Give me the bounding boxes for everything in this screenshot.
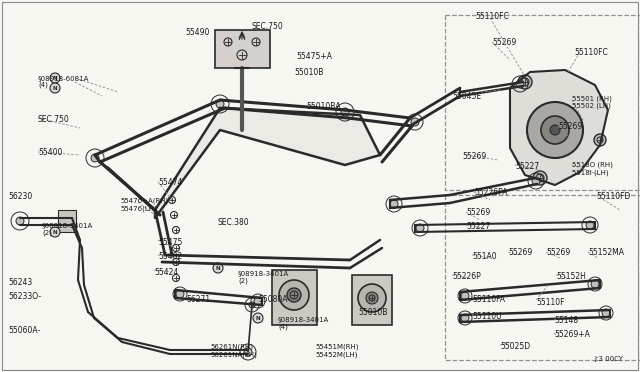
Circle shape [254, 297, 262, 305]
Text: 55269: 55269 [508, 248, 532, 257]
Circle shape [527, 102, 583, 158]
Bar [58, 210, 76, 232]
Circle shape [176, 290, 184, 298]
Circle shape [287, 288, 301, 302]
Text: 55080A-: 55080A- [258, 295, 290, 304]
Circle shape [216, 100, 224, 108]
Text: 56271: 56271 [186, 295, 210, 304]
Circle shape [411, 118, 419, 126]
Circle shape [249, 302, 255, 308]
Bar [445, 195, 640, 360]
Circle shape [213, 263, 223, 273]
Text: 55400: 55400 [38, 148, 62, 157]
Text: 55025D: 55025D [500, 342, 530, 351]
Text: 5518O (RH)
5518I (LH): 5518O (RH) 5518I (LH) [572, 162, 613, 176]
Text: J:3 00CY: J:3 00CY [594, 356, 623, 362]
Text: 55060A-: 55060A- [8, 326, 40, 335]
Bar [445, 15, 640, 190]
Text: 55227: 55227 [466, 222, 490, 231]
Circle shape [532, 177, 540, 185]
Circle shape [461, 314, 469, 322]
Text: 55269: 55269 [492, 38, 516, 47]
Circle shape [586, 221, 594, 229]
Text: 55110FC: 55110FC [475, 12, 509, 21]
Circle shape [518, 75, 532, 89]
Text: §08918-3401A
(2): §08918-3401A (2) [42, 222, 93, 235]
Text: 55110U: 55110U [472, 312, 502, 321]
Text: 56233O-: 56233O- [8, 292, 41, 301]
Text: §08918-3401A
(2): §08918-3401A (2) [238, 270, 289, 283]
Text: 55110F: 55110F [536, 298, 564, 307]
Text: 55227: 55227 [515, 162, 539, 171]
Text: 55474: 55474 [158, 178, 182, 187]
Text: SEC.380: SEC.380 [218, 218, 250, 227]
Bar [272, 270, 317, 325]
Circle shape [244, 348, 252, 356]
Bar [215, 30, 270, 68]
Text: 55269: 55269 [466, 208, 490, 217]
Text: 55148: 55148 [554, 316, 578, 325]
Text: 55451M(RH)
55452M(LH): 55451M(RH) 55452M(LH) [315, 344, 358, 358]
Text: 56261N(RH)
56261NA(LH): 56261N(RH) 56261NA(LH) [210, 344, 257, 358]
Circle shape [279, 280, 309, 310]
Text: 55110FC: 55110FC [574, 48, 608, 57]
Text: 55475+A: 55475+A [296, 52, 332, 61]
Circle shape [50, 73, 60, 83]
Circle shape [50, 227, 60, 237]
Text: 56230: 56230 [8, 192, 32, 201]
Text: §08918-3401A
(4): §08918-3401A (4) [278, 316, 329, 330]
Text: 55110FD: 55110FD [596, 192, 630, 201]
Text: 55226PA: 55226PA [474, 188, 508, 197]
Circle shape [516, 80, 524, 88]
Text: 55226P: 55226P [452, 272, 481, 281]
Circle shape [91, 154, 99, 162]
Text: 55476+A(RH)
55476(LH): 55476+A(RH) 55476(LH) [120, 198, 168, 212]
Circle shape [16, 217, 24, 225]
Text: 55010BA: 55010BA [306, 102, 340, 111]
Text: N: N [52, 230, 58, 234]
Circle shape [594, 134, 606, 146]
Circle shape [366, 292, 378, 304]
Circle shape [390, 200, 398, 208]
Text: 55045E: 55045E [452, 92, 481, 101]
Text: N: N [216, 266, 220, 270]
Circle shape [602, 309, 610, 317]
Text: 55482: 55482 [158, 252, 182, 261]
Polygon shape [155, 108, 380, 218]
Circle shape [550, 125, 560, 135]
Circle shape [541, 116, 569, 144]
Circle shape [358, 284, 386, 312]
Polygon shape [510, 70, 608, 185]
Circle shape [461, 292, 469, 300]
Text: 55490: 55490 [185, 28, 209, 37]
Text: 56243: 56243 [8, 278, 32, 287]
Circle shape [253, 313, 263, 323]
Text: 55269: 55269 [546, 248, 570, 257]
Circle shape [341, 108, 349, 116]
Text: 55010B: 55010B [294, 68, 323, 77]
Circle shape [50, 83, 60, 93]
Circle shape [591, 280, 599, 288]
Text: 551A0: 551A0 [472, 252, 497, 261]
Text: 55152MA: 55152MA [588, 248, 624, 257]
Circle shape [533, 171, 547, 185]
Text: SEC.750: SEC.750 [38, 115, 70, 124]
Text: 55152H: 55152H [556, 272, 586, 281]
Text: 55269+A: 55269+A [554, 330, 590, 339]
Text: N: N [256, 315, 260, 321]
Text: SEC.750: SEC.750 [252, 22, 284, 31]
Text: 55269: 55269 [462, 152, 486, 161]
Bar [352, 275, 392, 325]
Text: 55269: 55269 [558, 122, 582, 131]
Circle shape [416, 224, 424, 232]
Text: §08918-6081A
(4): §08918-6081A (4) [38, 75, 90, 89]
Text: 55424: 55424 [154, 268, 179, 277]
Text: N: N [52, 76, 58, 80]
Text: 55010B: 55010B [358, 308, 387, 317]
Text: 55501 (RH)
55502 (LH): 55501 (RH) 55502 (LH) [572, 95, 612, 109]
Text: 55475: 55475 [158, 238, 182, 247]
Text: N: N [52, 86, 58, 90]
Text: 55110FA: 55110FA [472, 295, 505, 304]
